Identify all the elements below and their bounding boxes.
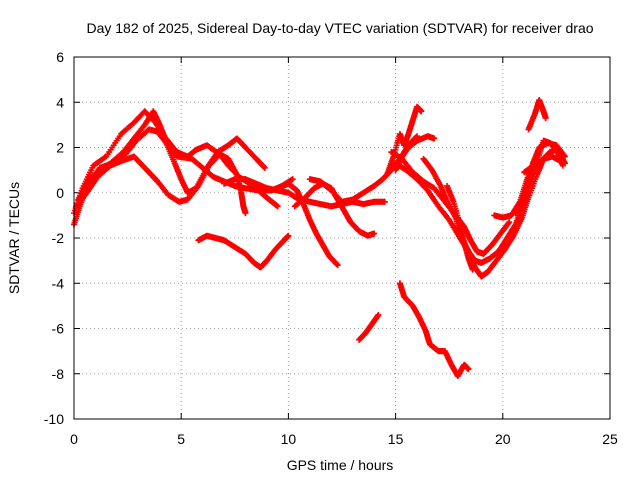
data-point [505,220,512,227]
x-tick-label: 25 [602,431,618,447]
data-point [506,219,513,226]
data-point [469,266,476,273]
series-track-17 [444,182,476,273]
grid-lines [74,57,610,419]
chart-title: Day 182 of 2025, Sidereal Day-to-day VTE… [86,20,593,36]
x-tick-label: 20 [495,431,511,447]
series-track-4 [75,108,281,210]
y-axis: -10 -8 -6 -4 -2 0 2 4 6 [44,49,610,427]
y-tick-label: -10 [44,411,64,427]
y-tick-label: 4 [56,94,64,110]
data-point [375,311,382,318]
data-points [71,96,568,380]
y-tick-label: -8 [52,366,65,382]
y-tick-label: -2 [52,230,65,246]
plot-frame [73,56,611,420]
data-point [371,230,378,237]
data-point [381,198,388,205]
y-tick-label: 0 [56,185,64,201]
data-point [542,115,549,122]
y-tick-label: -4 [52,275,65,291]
data-point [418,108,425,115]
data-point [285,232,292,239]
data-point [261,164,268,171]
y-axis-label: SDTVAR / TECUs [6,182,22,294]
series-track-21 [521,153,564,176]
x-tick-label: 10 [281,431,297,447]
data-point [561,160,568,167]
data-point [333,261,340,268]
x-tick-label: 15 [388,431,404,447]
data-point [289,176,296,183]
data-point [557,158,564,165]
x-tick-label: 5 [177,431,185,447]
data-point [260,163,267,170]
x-axis: 0 5 10 15 20 25 [70,57,618,447]
y-tick-label: -6 [52,321,65,337]
data-point [274,203,281,210]
data-point [431,135,438,142]
x-axis-label: GPS time / hours [287,457,394,473]
series-track-5 [195,232,292,271]
series-track-11 [396,280,472,380]
data-point [334,262,341,269]
series-track-12 [384,103,425,178]
data-point [465,366,472,373]
data-point [242,210,249,217]
series-track-10 [356,311,382,343]
series-track-20 [512,137,568,217]
y-tick-label: 6 [56,49,64,65]
x-tick-label: 0 [70,431,78,447]
series-track-19 [525,96,549,133]
y-tick-label: 2 [56,140,64,156]
